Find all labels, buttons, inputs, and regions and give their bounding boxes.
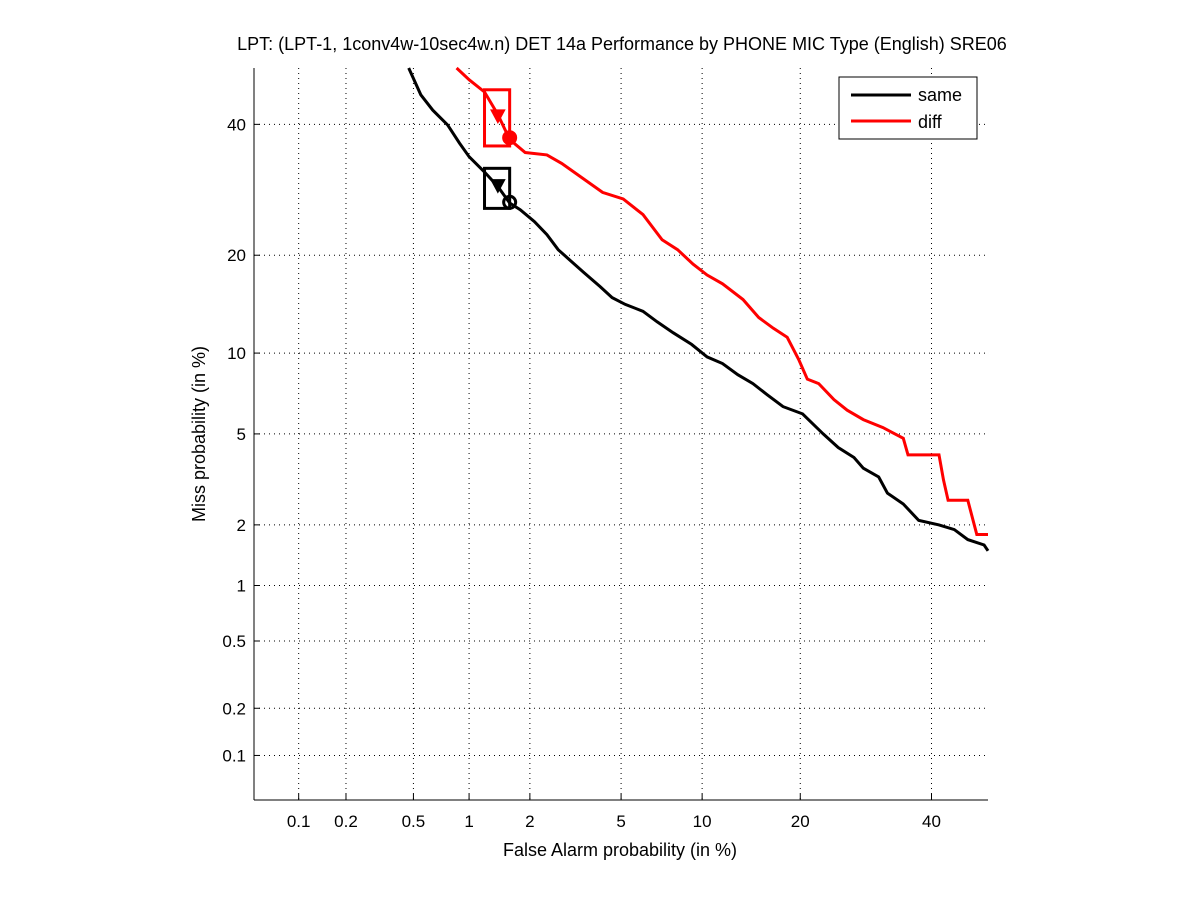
y-tick-label: 10 [227, 344, 246, 363]
y-tick-label: 0.5 [222, 632, 246, 651]
x-tick-label: 0.5 [402, 812, 426, 831]
det-curve-same [407, 67, 990, 552]
series-diff [455, 66, 988, 536]
actual-dcf-marker-same [490, 179, 506, 194]
legend-box [838, 76, 978, 140]
x-axis-label: False Alarm probability (in %) [503, 840, 737, 860]
x-ticks: 0.1 0.2 0.5 1 2 5 10 20 40 [287, 794, 941, 831]
det-curve-diff [455, 66, 988, 536]
legend-label-diff: diff [918, 112, 943, 132]
y-axis-label: Miss probability (in %) [189, 346, 209, 522]
confidence-box-diff [483, 88, 512, 148]
y-tick-label: 2 [237, 516, 246, 535]
y-tick-label: 0.2 [222, 699, 246, 718]
x-tick-label: 1 [464, 812, 473, 831]
y-tick-label: 5 [237, 425, 246, 444]
legend: same diff [838, 76, 978, 140]
x-tick-label: 40 [922, 812, 941, 831]
y-tick-label: 1 [237, 577, 246, 596]
x-tick-label: 0.1 [287, 812, 311, 831]
y-tick-label: 40 [227, 115, 246, 134]
actual-dcf-marker-diff [490, 109, 506, 124]
chart-title: LPT: (LPT-1, 1conv4w-10sec4w.n) DET 14a … [237, 34, 1007, 54]
y-ticks: 0.1 0.2 0.5 1 2 5 10 20 40 [222, 115, 260, 765]
x-tick-label: 2 [525, 812, 534, 831]
min-dcf-marker-same [502, 194, 518, 210]
x-tick-label: 10 [693, 812, 712, 831]
min-dcf-marker-diff [502, 130, 518, 146]
legend-label-same: same [918, 85, 962, 105]
x-tick-label: 5 [616, 812, 625, 831]
confidence-box-same [483, 166, 512, 210]
grid-lines [254, 68, 988, 800]
x-tick-label: 20 [791, 812, 810, 831]
y-tick-label: 0.1 [222, 746, 246, 765]
series-layer [407, 66, 990, 552]
y-tick-label: 20 [227, 246, 246, 265]
x-tick-label: 0.2 [334, 812, 358, 831]
series-same [407, 67, 990, 552]
